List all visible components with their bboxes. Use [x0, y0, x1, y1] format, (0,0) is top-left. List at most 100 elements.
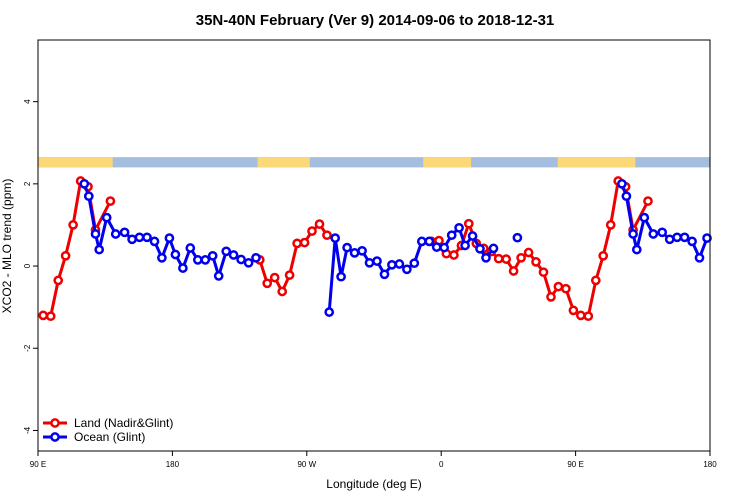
land-band — [423, 157, 472, 168]
y-tick-label: 4 — [23, 99, 32, 104]
x-tick-label: 0 — [439, 460, 444, 469]
data-point — [336, 271, 346, 282]
data-point — [598, 250, 609, 261]
data-point — [243, 257, 254, 268]
data-point — [277, 286, 288, 297]
data-point — [439, 242, 450, 253]
data-point — [493, 253, 504, 264]
data-point — [330, 233, 341, 243]
land-ocean-strip — [38, 157, 710, 168]
data-point — [200, 255, 211, 265]
data-point — [164, 233, 175, 243]
data-point — [463, 218, 474, 229]
data-point — [221, 246, 232, 257]
data-point — [687, 236, 697, 247]
data-point — [178, 263, 188, 273]
data-point — [105, 196, 116, 206]
data-point — [475, 243, 485, 254]
y-tick-label: 2 — [23, 181, 32, 186]
data-point — [207, 250, 218, 261]
data-point — [101, 212, 112, 223]
data-point — [516, 252, 526, 263]
data-point — [149, 236, 160, 247]
data-point — [379, 269, 390, 280]
ocean-band — [38, 157, 710, 168]
data-point — [79, 178, 90, 189]
data-point — [342, 242, 352, 253]
y-tick-label: -2 — [23, 344, 32, 352]
data-point — [561, 283, 571, 294]
data-point — [83, 191, 94, 202]
data-point — [523, 247, 534, 258]
data-point — [372, 256, 382, 266]
data-point — [68, 220, 78, 230]
data-point — [531, 257, 541, 267]
data-point — [38, 310, 49, 321]
data-point — [142, 232, 152, 243]
data-point — [512, 232, 523, 243]
data-point — [357, 245, 367, 256]
y-axis-label: XCO2 - MLO trend (ppm) — [0, 179, 14, 314]
data-point — [538, 267, 549, 278]
data-point — [90, 229, 101, 239]
data-point — [431, 242, 442, 252]
data-point — [157, 252, 167, 263]
data-point — [292, 238, 302, 249]
data-point — [409, 258, 420, 269]
data-point — [45, 311, 56, 322]
data-point — [617, 178, 627, 189]
x-tick-label: 90 E — [567, 460, 583, 469]
data-point — [94, 244, 105, 255]
data-point — [454, 222, 464, 233]
x-tick-label: 90 E — [30, 460, 46, 469]
data-point — [501, 254, 512, 264]
data-point — [134, 232, 145, 243]
data-point — [467, 231, 478, 241]
data-point — [694, 252, 705, 263]
data-point — [228, 250, 239, 260]
chart-title: 35N-40N February (Ver 9) 2014-09-06 to 2… — [196, 12, 555, 29]
data-point — [185, 243, 196, 253]
data-point — [110, 229, 121, 239]
data-point — [648, 229, 659, 239]
legend-entry: Land (Nadir&Glint) — [74, 416, 173, 430]
data-point — [446, 230, 457, 241]
legend-entry: Ocean (Glint) — [74, 430, 145, 444]
data-point — [460, 240, 470, 251]
legend: Land (Nadir&Glint)Ocean (Glint) — [43, 416, 173, 444]
data-point — [672, 232, 682, 243]
data-point — [387, 259, 397, 270]
data-point — [284, 270, 295, 280]
data-point — [568, 305, 579, 316]
data-point — [605, 220, 616, 230]
data-point — [639, 212, 650, 223]
y-tick-label: 0 — [23, 263, 32, 268]
data-point — [590, 275, 601, 286]
data-point — [679, 232, 690, 243]
data-point — [119, 227, 130, 238]
data-point — [553, 281, 564, 292]
data-point — [664, 234, 675, 245]
axis-ticks: 90 E 180 90 W 0 90 E 180 -4 -2 0 2 4 — [23, 99, 717, 469]
data-point — [702, 233, 712, 243]
data-point — [488, 243, 499, 254]
data-point — [508, 266, 519, 276]
legend-swatch-marker — [50, 432, 60, 442]
y-tick-label: -4 — [23, 426, 32, 434]
data-point — [60, 250, 71, 261]
data-point — [364, 257, 375, 268]
data-point — [424, 236, 435, 247]
land-band — [557, 157, 636, 168]
data-point — [575, 310, 586, 321]
data-point — [583, 311, 594, 322]
data-point — [236, 254, 246, 265]
data-point — [643, 196, 653, 206]
data-point — [449, 250, 459, 260]
land-band — [257, 157, 310, 168]
x-tick-label: 90 W — [297, 460, 316, 469]
data-point — [213, 271, 224, 281]
data-point — [262, 278, 273, 289]
data-point — [628, 229, 638, 239]
data-point — [53, 275, 64, 286]
